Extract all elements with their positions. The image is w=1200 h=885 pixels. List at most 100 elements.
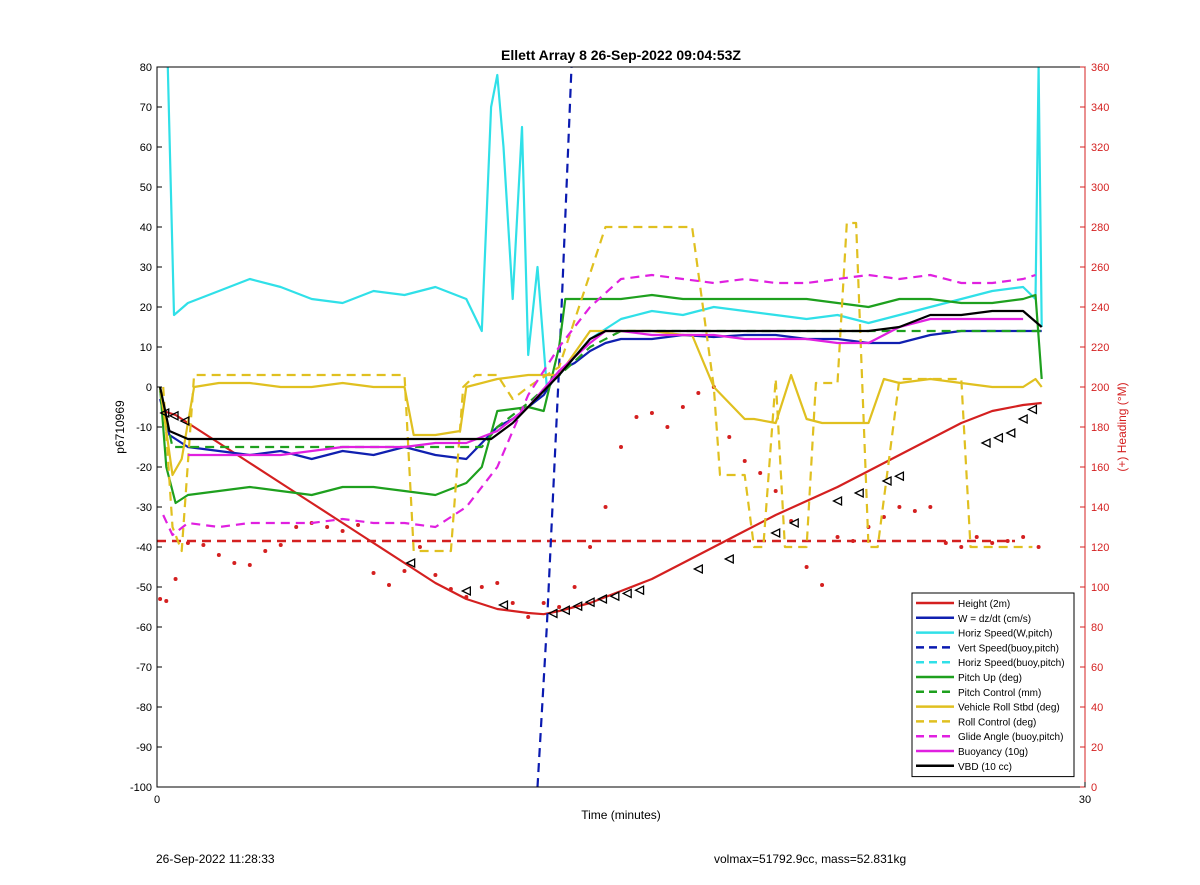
heading-point [278,543,283,547]
legend: Height (2m) W = dz/dt (cm/s) Horiz Speed(W… [911,592,1075,778]
y-tick-label: 30 [140,262,152,274]
heading-point [402,569,407,573]
series-line-2 [166,67,1043,389]
heading-point [356,523,361,527]
heading-point [164,599,169,603]
heading-point [835,535,840,539]
heading-point [742,459,747,463]
height-marker [168,410,179,421]
heading-point [603,505,608,509]
heading-point [928,505,933,509]
y-tick-label: 50 [140,182,152,194]
heading-point [680,405,685,409]
heading-point [696,391,701,395]
legend-label: Pitch Control (mm) [958,688,1041,699]
y-tick-label: -90 [136,742,152,754]
height-marker [893,471,905,482]
y-tick-label: 10 [140,342,152,354]
heading-point [510,601,515,605]
heading-point [479,585,484,589]
height-marker [832,495,843,507]
heading-point [649,411,654,415]
series-line-5 [159,293,1043,505]
height-marker [497,599,509,611]
y-tick-label: -70 [136,662,152,674]
height-marker [1026,404,1038,415]
heading-point [959,545,964,549]
y-tick-label: -10 [136,422,152,434]
height-marker [621,588,632,599]
y2-tick-label: 320 [1091,142,1109,154]
y2-tick-label: 60 [1091,662,1103,674]
heading-point [1005,539,1010,543]
y-tick-label: 20 [140,302,152,314]
height-marker [609,591,620,602]
height-marker [596,593,608,605]
heading-point [247,563,252,567]
heading-point [201,543,206,547]
heading-point [541,601,546,605]
axes: -100-90-80-70-60-50-40-30-20-10010203040… [130,62,1109,806]
legend-label: Glide Angle (buoy,pitch) [958,732,1063,743]
y2-tick-label: 0 [1091,782,1097,794]
legend-label: W = dz/dt (cm/s) [958,614,1031,625]
legend-label: Pitch Up (deg) [958,673,1022,684]
heading-point [634,415,639,419]
height-marker [992,432,1004,443]
x-tick-label: 30 [1079,794,1091,806]
heading-point [851,539,855,543]
height-marker [460,585,471,597]
heading-point [727,435,732,439]
heading-point [158,597,163,601]
y2-tick-label: 360 [1091,62,1109,74]
y-tick-label: 80 [140,62,152,74]
x-axis-label: Time (minutes) [581,808,661,822]
heading-point [526,615,531,619]
heading-point [185,541,190,545]
y2-axis-label: (+) Heading (°M) [1115,382,1129,471]
y2-tick-label: 140 [1091,502,1109,514]
plot-clip [157,67,1043,787]
heading-point [371,571,376,575]
heading-point [216,553,221,557]
y2-tick-label: 260 [1091,262,1109,274]
heading-point [387,583,391,587]
heading-point [912,509,917,513]
y-tick-label: -80 [136,702,152,714]
legend-label: Roll Control (deg) [958,717,1036,728]
heading-point [173,577,178,581]
heading-point [557,605,562,609]
footer-timestamp: 26-Sep-2022 11:28:33 [156,852,275,866]
height-marker [1005,427,1016,439]
heading-point [773,489,778,493]
y2-tick-label: 100 [1091,582,1109,594]
y2-tick-label: 280 [1091,222,1109,234]
height-marker [584,597,595,608]
y-tick-label: -30 [136,502,152,514]
series-line-11 [159,309,1043,441]
heading-point [974,535,979,539]
heading-point [758,471,763,475]
heading-point [433,573,438,577]
height-marker [980,437,991,449]
legend-label: Horiz Speed(W,pitch) [958,629,1052,640]
y-tick-label: 40 [140,222,152,234]
y2-tick-label: 300 [1091,182,1109,194]
legend-label: Horiz Speed(buoy,pitch) [958,658,1065,669]
y2-tick-label: 240 [1091,302,1109,314]
heading-point [990,541,995,545]
legend-label: Vehicle Roll Stbd (deg) [958,703,1060,714]
y2-tick-label: 180 [1091,422,1109,434]
y-tick-label: -60 [136,622,152,634]
heading-point [495,581,500,585]
legend-label: Vert Speed(buoy,pitch) [958,643,1059,654]
heading-point [943,541,948,545]
y-axis-label: p6710969 [113,400,127,454]
height-marker [692,563,703,575]
height-marker [547,608,558,619]
legend-label: Buoyancy (10g) [958,747,1028,758]
y-tick-label: 0 [146,382,152,394]
heading-point [572,585,577,589]
heading-point [665,425,670,429]
